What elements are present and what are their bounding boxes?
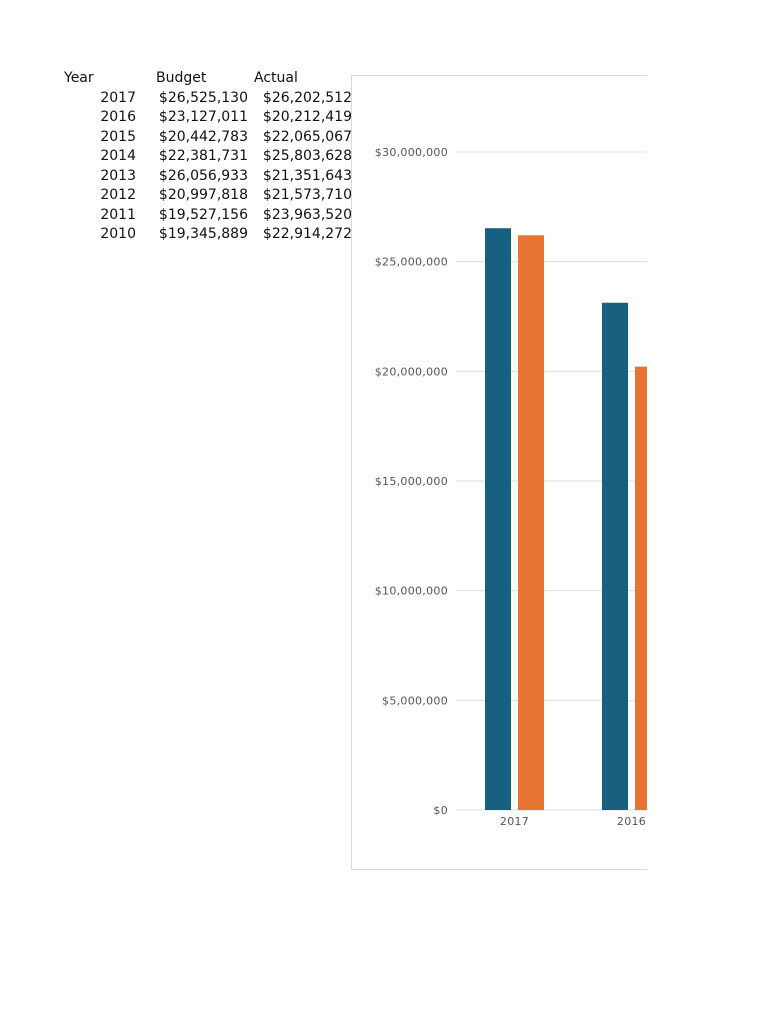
cell-budget: $20,442,783: [158, 128, 248, 145]
table-header-row: Year Budget Actual: [60, 69, 352, 89]
y-tick-label: $5,000,000: [382, 694, 448, 707]
header-year: Year: [64, 70, 94, 86]
y-tick-label: $25,000,000: [375, 256, 448, 269]
table-row: 2011 $19,527,156 $23,963,520: [60, 206, 352, 226]
cell-actual: $25,803,628: [262, 148, 352, 164]
table-row: 2010 $19,345,889 $22,914,272: [60, 225, 352, 245]
cell-year: 2011: [100, 206, 136, 223]
table-row: 2016 $23,127,011 $20,212,419: [60, 108, 352, 128]
bar-chart: $0 $5,000,000 $10,000,000 $15,000,000 $20,00…: [375, 146, 647, 828]
cell-year: 2014: [100, 148, 136, 164]
table-row: 2014 $22,381,731 $25,803,628: [60, 147, 352, 167]
bar-2017-series-2: [518, 235, 544, 810]
bar-2016-series-1: [602, 302, 628, 810]
cell-budget: $26,056,933: [158, 167, 248, 184]
table-row: 2017 $26,525,130 $26,202,512: [60, 89, 352, 109]
table-body: 2017 $26,525,130 $26,202,512 2016 $23,127,01…: [60, 89, 352, 245]
cell-actual: $21,351,643: [262, 167, 352, 184]
data-table: Year Budget Actual 2017 $26,525,130 $26,20…: [60, 69, 352, 245]
table-row: 2012 $20,997,818 $21,573,710: [60, 186, 352, 206]
table-row: 2015 $20,442,783 $22,065,067: [60, 128, 352, 148]
cell-year: 2017: [100, 89, 136, 106]
cell-year: 2015: [100, 128, 136, 145]
y-tick-label: $20,000,000: [375, 365, 448, 378]
cell-actual: $23,963,520: [262, 206, 352, 223]
cell-year: 2013: [100, 167, 136, 184]
header-actual: Actual: [254, 70, 298, 86]
cell-year: 2016: [100, 109, 136, 125]
cell-budget: $22,381,731: [158, 148, 248, 164]
bar-2017-series-1: [485, 228, 511, 811]
x-tick-label: 2016: [617, 815, 646, 828]
chart-frame: $0 $5,000,000 $10,000,000 $15,000,000 $20,00…: [351, 75, 647, 870]
y-tick-label: $10,000,000: [375, 585, 448, 598]
x-tick-label: 2017: [500, 815, 529, 828]
cell-year: 2012: [100, 187, 136, 203]
cell-budget: $19,345,889: [158, 226, 248, 242]
cell-year: 2010: [100, 226, 136, 242]
cell-budget: $20,997,818: [158, 187, 248, 203]
y-tick-label: $30,000,000: [375, 146, 448, 159]
cell-budget: $23,127,011: [158, 109, 248, 125]
cell-actual: $21,573,710: [262, 187, 352, 203]
y-tick-label: $0: [433, 804, 448, 817]
header-budget: Budget: [156, 70, 207, 86]
cell-actual: $22,065,067: [262, 128, 352, 145]
table-row: 2013 $26,056,933 $21,351,643: [60, 167, 352, 187]
bar-2016-series-2: [635, 366, 647, 810]
cell-budget: $19,527,156: [158, 206, 248, 223]
y-tick-label: $15,000,000: [375, 475, 448, 488]
cell-actual: $26,202,512: [262, 89, 352, 106]
cell-budget: $26,525,130: [158, 89, 248, 106]
cell-actual: $22,914,272: [262, 226, 352, 242]
cell-actual: $20,212,419: [262, 109, 352, 125]
